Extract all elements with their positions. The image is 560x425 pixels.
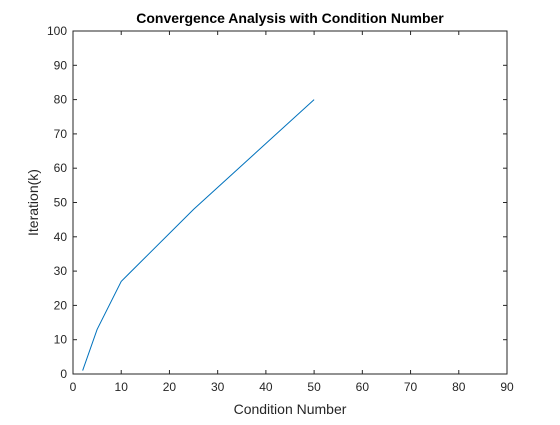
y-tick-label: 60	[54, 161, 68, 175]
tick-labels: 0 10 20 30 40 50 60 70 80 90 0 10 20 30 40 50 60 70 80 90 10…	[47, 24, 514, 394]
plot-area	[73, 31, 507, 374]
y-tick-label: 0	[60, 367, 67, 381]
x-tick-label: 80	[452, 380, 466, 394]
y-tick-label: 20	[54, 298, 68, 312]
series-line	[82, 99, 315, 371]
x-tick-label: 10	[115, 380, 129, 394]
x-tick-label: 0	[70, 380, 77, 394]
y-axis-label: Iteration(k)	[25, 169, 41, 236]
y-tick-label: 10	[54, 333, 68, 347]
x-tick-label: 50	[307, 380, 321, 394]
y-tick-label: 70	[54, 127, 68, 141]
x-axis-label: Condition Number	[234, 401, 347, 417]
x-tick-label: 60	[356, 380, 370, 394]
y-tick-label: 50	[54, 196, 68, 210]
x-tick-label: 90	[500, 380, 514, 394]
axes-box	[72, 30, 508, 375]
x-tick-label: 40	[259, 380, 273, 394]
y-tick-label: 40	[54, 230, 68, 244]
y-tick-label: 30	[54, 264, 68, 278]
y-tick-label: 90	[54, 58, 68, 72]
y-tick-label: 100	[47, 24, 67, 38]
x-tick-label: 30	[211, 380, 225, 394]
x-tick-label: 20	[163, 380, 177, 394]
y-tick-label: 80	[54, 93, 68, 107]
x-tick-label: 70	[404, 380, 418, 394]
chart-title: Convergence Analysis with Condition Numb…	[136, 10, 444, 26]
